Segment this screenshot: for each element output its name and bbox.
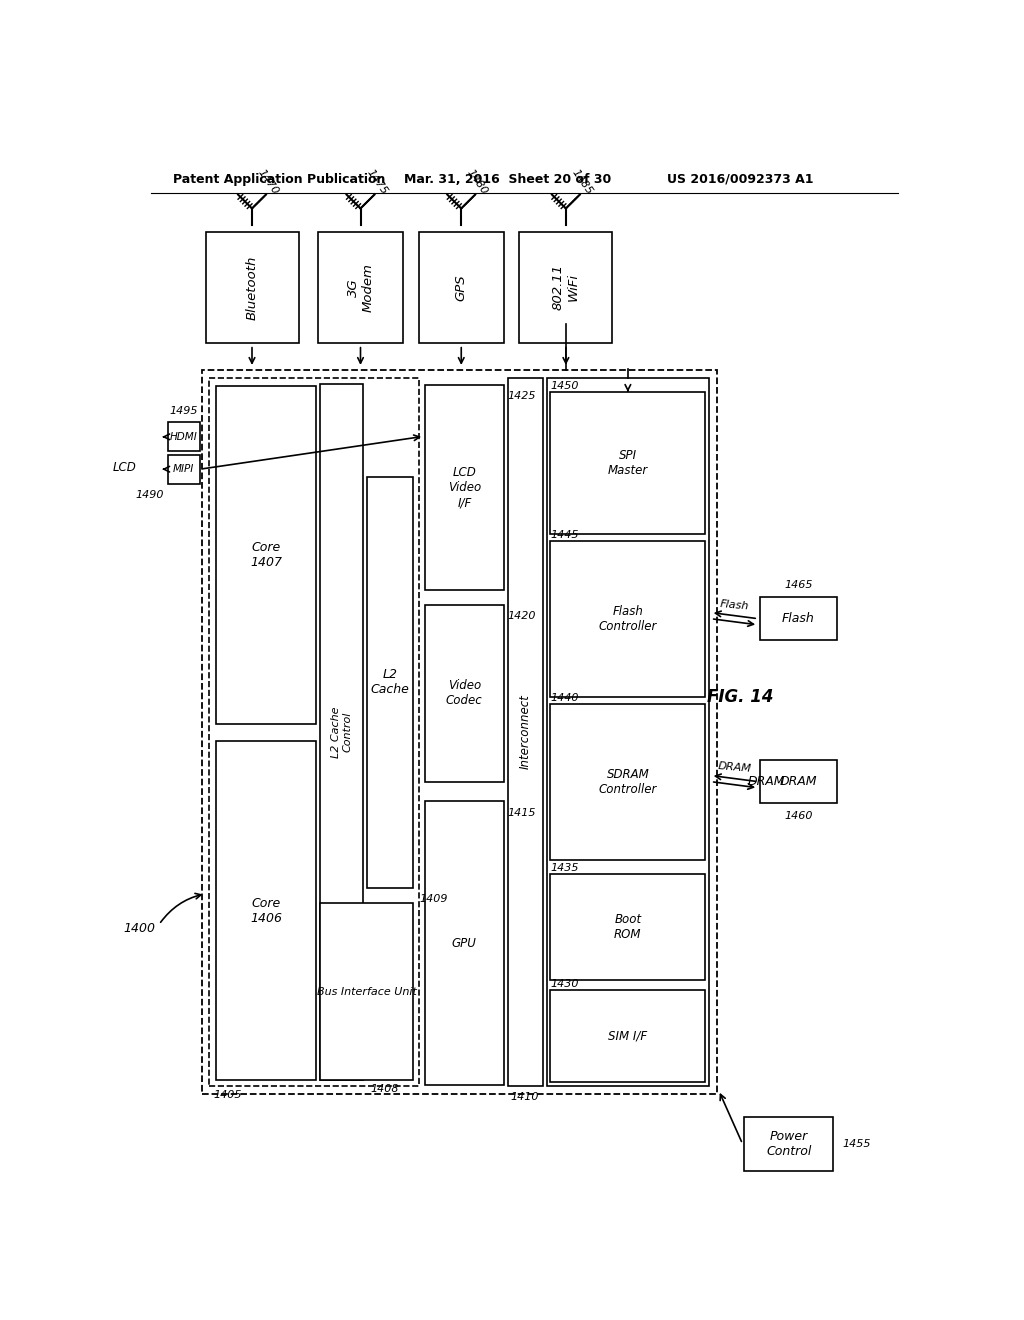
FancyBboxPatch shape (168, 454, 200, 484)
Text: DRAM: DRAM (748, 775, 785, 788)
FancyBboxPatch shape (508, 378, 543, 1086)
FancyBboxPatch shape (168, 422, 200, 451)
Text: 1405: 1405 (213, 1090, 242, 1101)
FancyBboxPatch shape (547, 378, 710, 1086)
Text: 802.11
WiFi: 802.11 WiFi (552, 264, 580, 310)
Text: 1480: 1480 (465, 168, 489, 197)
Text: SDRAM
Controller: SDRAM Controller (599, 768, 657, 796)
Text: Core
1406: Core 1406 (250, 896, 282, 925)
Text: Flash: Flash (720, 598, 750, 611)
FancyBboxPatch shape (321, 384, 362, 1080)
Text: L2 Cache
Control: L2 Cache Control (331, 706, 352, 758)
Text: MIPI: MIPI (173, 465, 195, 474)
Text: 1400: 1400 (123, 921, 155, 935)
FancyBboxPatch shape (550, 990, 706, 1082)
Text: 1470: 1470 (256, 168, 281, 197)
Text: FIG. 14: FIG. 14 (707, 689, 773, 706)
Text: SIM I/F: SIM I/F (608, 1030, 647, 1043)
Text: SPI
Master: SPI Master (608, 449, 648, 477)
FancyBboxPatch shape (550, 874, 706, 979)
Text: Power
Control: Power Control (766, 1130, 811, 1158)
Text: 1490: 1490 (135, 490, 164, 499)
FancyBboxPatch shape (760, 597, 838, 640)
FancyBboxPatch shape (209, 378, 419, 1086)
Text: Boot
ROM: Boot ROM (614, 913, 642, 941)
Text: Interconnect: Interconnect (519, 694, 531, 770)
Text: LCD
Video
I/F: LCD Video I/F (447, 466, 481, 510)
Text: Video
Codec: Video Codec (446, 678, 482, 708)
Text: 1435: 1435 (550, 862, 579, 873)
FancyBboxPatch shape (519, 231, 612, 343)
Text: Mar. 31, 2016  Sheet 20 of 30: Mar. 31, 2016 Sheet 20 of 30 (404, 173, 611, 186)
FancyBboxPatch shape (550, 541, 706, 697)
Text: US 2016/0092373 A1: US 2016/0092373 A1 (667, 173, 813, 186)
FancyBboxPatch shape (216, 385, 316, 725)
Text: 1430: 1430 (550, 979, 579, 989)
Text: Core
1407: Core 1407 (250, 541, 282, 569)
FancyBboxPatch shape (425, 385, 504, 590)
FancyBboxPatch shape (425, 605, 504, 781)
FancyBboxPatch shape (425, 801, 504, 1085)
Text: LCD: LCD (113, 461, 136, 474)
Text: 3G
Modem: 3G Modem (346, 263, 375, 312)
FancyBboxPatch shape (744, 1117, 834, 1171)
FancyBboxPatch shape (760, 760, 838, 803)
Text: DRAM: DRAM (779, 775, 817, 788)
Text: 1475: 1475 (365, 168, 389, 197)
Text: 1420: 1420 (508, 611, 537, 622)
FancyBboxPatch shape (206, 231, 299, 343)
Text: GPU: GPU (452, 936, 477, 949)
Text: 1410: 1410 (511, 1092, 540, 1102)
Text: HDMI: HDMI (170, 432, 198, 442)
Text: 1495: 1495 (170, 407, 198, 416)
FancyBboxPatch shape (419, 231, 504, 343)
Text: 1445: 1445 (550, 529, 579, 540)
Text: DRAM: DRAM (717, 762, 752, 775)
Text: Flash: Flash (782, 612, 815, 626)
Text: GPS: GPS (455, 275, 468, 301)
FancyBboxPatch shape (216, 742, 316, 1080)
Text: Patent Application Publication: Patent Application Publication (173, 173, 385, 186)
FancyBboxPatch shape (317, 231, 403, 343)
Text: 1440: 1440 (550, 693, 579, 702)
Text: 1425: 1425 (508, 392, 537, 401)
Text: 1450: 1450 (550, 381, 579, 391)
FancyBboxPatch shape (550, 392, 706, 533)
Text: 1465: 1465 (784, 579, 813, 590)
FancyBboxPatch shape (321, 903, 414, 1080)
FancyBboxPatch shape (550, 704, 706, 859)
Text: 1408: 1408 (371, 1084, 399, 1094)
Text: Bus Interface Unit: Bus Interface Unit (316, 986, 417, 997)
Text: L2
Cache: L2 Cache (371, 668, 410, 697)
FancyBboxPatch shape (202, 370, 717, 1094)
Text: Flash
Controller: Flash Controller (599, 605, 657, 632)
Text: 1485: 1485 (569, 168, 594, 197)
Text: 1409: 1409 (420, 894, 447, 904)
Text: 1415: 1415 (508, 808, 537, 818)
FancyBboxPatch shape (367, 477, 414, 888)
Text: 1455: 1455 (843, 1139, 871, 1148)
Text: 1460: 1460 (784, 810, 813, 821)
Text: Bluetooth: Bluetooth (246, 255, 258, 319)
